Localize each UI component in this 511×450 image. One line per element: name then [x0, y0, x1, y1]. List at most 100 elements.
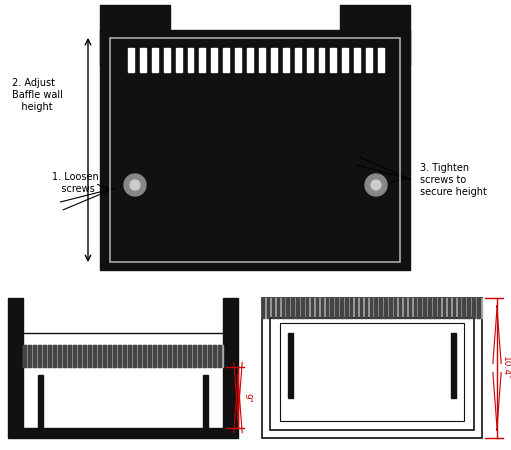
Bar	[423, 298, 426, 318]
Bar	[164, 48, 170, 72]
Bar	[438, 298, 440, 318]
Bar	[199, 48, 205, 72]
Bar	[100, 5, 170, 65]
Bar	[176, 48, 181, 72]
Bar	[223, 298, 238, 438]
Bar	[340, 5, 410, 65]
Bar	[433, 298, 435, 318]
Bar	[68, 345, 71, 367]
Bar	[188, 48, 194, 72]
Bar	[23, 345, 223, 367]
Bar	[43, 345, 45, 367]
Bar	[98, 345, 101, 367]
Bar	[394, 298, 397, 318]
Bar	[178, 345, 180, 367]
Bar	[462, 298, 465, 318]
Bar	[118, 345, 121, 367]
Bar	[350, 298, 353, 318]
Bar	[168, 345, 171, 367]
Bar	[38, 345, 40, 367]
Bar	[345, 298, 347, 318]
Bar	[468, 298, 470, 318]
Circle shape	[365, 174, 387, 196]
Bar	[399, 298, 401, 318]
Bar	[148, 345, 151, 367]
Bar	[457, 298, 460, 318]
Bar	[28, 345, 31, 367]
Bar	[276, 298, 279, 318]
Bar	[259, 48, 265, 72]
Circle shape	[124, 174, 146, 196]
Bar	[331, 48, 336, 72]
Bar	[369, 298, 372, 318]
Bar	[413, 298, 416, 318]
Bar	[23, 345, 26, 367]
Bar	[113, 345, 115, 367]
Bar	[301, 298, 304, 318]
Bar	[306, 298, 309, 318]
Bar	[33, 345, 35, 367]
Bar	[138, 345, 141, 367]
Bar	[23, 333, 223, 428]
Bar	[270, 318, 474, 430]
Circle shape	[371, 180, 381, 190]
Bar	[8, 298, 23, 438]
Bar	[100, 30, 410, 270]
Bar	[355, 298, 357, 318]
Bar	[267, 298, 269, 318]
Bar	[318, 48, 324, 72]
Bar	[453, 298, 455, 318]
Bar	[123, 345, 126, 367]
Bar	[53, 345, 56, 367]
Bar	[316, 298, 318, 318]
Bar	[472, 298, 475, 318]
Bar	[375, 298, 377, 318]
Bar	[58, 345, 60, 367]
Bar	[262, 298, 482, 438]
Bar	[389, 298, 391, 318]
Bar	[218, 345, 221, 367]
Bar	[321, 298, 323, 318]
Bar	[198, 345, 200, 367]
Bar	[419, 298, 421, 318]
Bar	[365, 298, 367, 318]
Bar	[23, 428, 223, 438]
Bar	[272, 298, 274, 318]
Bar	[78, 345, 81, 367]
Bar	[404, 298, 406, 318]
Bar	[235, 48, 241, 72]
Bar	[133, 345, 135, 367]
Bar	[73, 345, 76, 367]
Bar	[153, 345, 155, 367]
Bar	[140, 48, 146, 72]
Bar	[477, 298, 479, 318]
Bar	[282, 298, 284, 318]
Bar	[108, 345, 110, 367]
Bar	[331, 298, 333, 318]
Bar	[311, 298, 313, 318]
Bar	[83, 345, 85, 367]
Bar	[193, 345, 196, 367]
Bar	[295, 48, 300, 72]
Bar	[213, 345, 216, 367]
Bar	[283, 48, 289, 72]
Bar	[409, 298, 411, 318]
Text: 3. Tighten
screws to
secure height: 3. Tighten screws to secure height	[420, 163, 487, 197]
Bar	[287, 298, 289, 318]
Bar	[296, 298, 298, 318]
Bar	[451, 333, 456, 398]
Bar	[212, 48, 217, 72]
Bar	[188, 345, 191, 367]
Bar	[152, 48, 158, 72]
Bar	[280, 323, 464, 421]
Text: 9": 9"	[242, 392, 251, 402]
Bar	[247, 48, 253, 72]
Bar	[223, 48, 229, 72]
Bar	[103, 345, 105, 367]
Bar	[354, 48, 360, 72]
Bar	[183, 345, 185, 367]
Circle shape	[130, 180, 140, 190]
Bar	[110, 38, 400, 262]
Bar	[262, 298, 482, 318]
Bar	[128, 345, 130, 367]
